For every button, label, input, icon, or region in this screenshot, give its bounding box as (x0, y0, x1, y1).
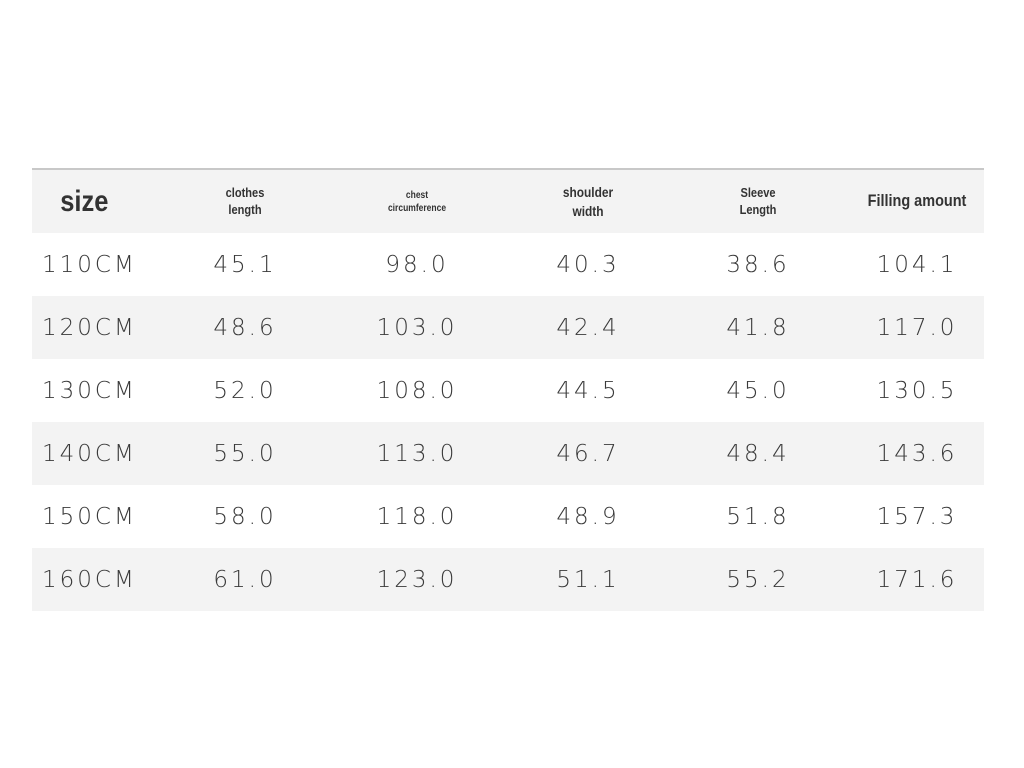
header-cell: size (60, 170, 108, 233)
table-cell: 118.0 (376, 503, 458, 530)
table-cell: 55.2 (726, 566, 790, 593)
table-cell: 51.1 (556, 566, 620, 593)
table-cell: 113.0 (376, 440, 458, 467)
table-cell: 120CM (42, 314, 137, 341)
table-cell: 98.0 (385, 251, 449, 278)
table-cell: 143.6 (876, 440, 958, 467)
table-cell: 117.0 (876, 314, 958, 341)
header-cell: Sleeve Length (740, 170, 777, 233)
table-row: 120CM 48.6 103.0 42.4 41.8 117.0 (32, 296, 984, 359)
table-cell: 61.0 (213, 566, 277, 593)
table-cell: 52.0 (213, 377, 277, 404)
table-cell: 140CM (42, 440, 137, 467)
table-cell: 48.4 (726, 440, 790, 467)
table-cell: 58.0 (213, 503, 277, 530)
table-cell: 48.6 (213, 314, 277, 341)
table-cell: 38.6 (726, 251, 790, 278)
table-cell: 48.9 (556, 503, 620, 530)
table-row: 160CM 61.0 123.0 51.1 55.2 171.6 (32, 548, 984, 611)
size-table: size clothes length chest circumference shoul… (32, 168, 984, 611)
table-row: 130CM 52.0 108.0 44.5 45.0 130.5 (32, 359, 984, 422)
table-cell: 44.5 (556, 377, 620, 404)
header-text: Sleeve (740, 184, 776, 200)
table-cell: 110CM (42, 251, 137, 278)
table-cell: 130CM (42, 377, 137, 404)
table-cell: 130.5 (876, 377, 958, 404)
table-cell: 123.0 (376, 566, 458, 593)
header-text: Length (739, 201, 777, 217)
header-cell: Filling amount (868, 170, 967, 233)
header-text: length (228, 201, 262, 217)
table-cell: 42.4 (556, 314, 620, 341)
header-text: shoulder (562, 184, 614, 201)
header-text: size (60, 185, 109, 218)
table-cell: 150CM (42, 503, 137, 530)
table-cell: 171.6 (876, 566, 958, 593)
header-text: clothes (225, 184, 265, 200)
table-cell: 41.8 (726, 314, 790, 341)
header-row: size clothes length chest circumference shoul… (32, 170, 984, 233)
table-row: 150CM 58.0 118.0 48.9 51.8 157.3 (32, 485, 984, 548)
table-cell: 46.7 (556, 440, 620, 467)
header-cell: shoulder width (563, 170, 613, 233)
table-row: 110CM 45.1 98.0 40.3 38.6 104.1 (32, 233, 984, 296)
header-text: circumference (387, 202, 447, 214)
table-cell: 55.0 (213, 440, 277, 467)
table-cell: 45.1 (213, 251, 277, 278)
table-cell: 160CM (42, 566, 137, 593)
table-cell: 45.0 (726, 377, 790, 404)
table-cell: 103.0 (376, 314, 458, 341)
table-row: 140CM 55.0 113.0 46.7 48.4 143.6 (32, 422, 984, 485)
header-text: Filling amount (867, 191, 967, 211)
table-cell: 104.1 (876, 251, 958, 278)
table-cell: 51.8 (726, 503, 790, 530)
table-cell: 40.3 (556, 251, 620, 278)
header-text: width (572, 202, 604, 219)
header-cell: chest circumference (388, 170, 446, 233)
table-cell: 108.0 (376, 377, 458, 404)
header-cell: clothes length (226, 170, 265, 233)
header-text: chest (405, 189, 429, 201)
table-cell: 157.3 (876, 503, 958, 530)
